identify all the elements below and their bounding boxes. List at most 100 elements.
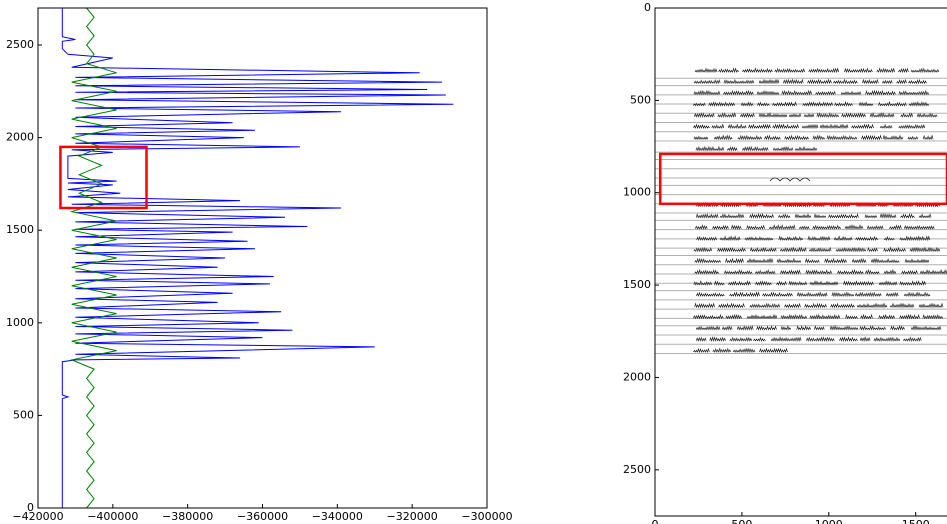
handwriting-word xyxy=(747,226,765,229)
handwriting-word xyxy=(805,259,819,262)
handwriting-word xyxy=(904,293,930,296)
handwriting-word xyxy=(900,237,930,240)
handwriting-word xyxy=(693,349,709,352)
highlight-box xyxy=(660,154,947,204)
handwriting-word xyxy=(695,259,721,262)
handwriting-word xyxy=(880,125,892,128)
handwriting-word xyxy=(724,80,754,83)
handwriting-word xyxy=(719,304,745,307)
handwriting-word xyxy=(827,136,857,139)
handwriting-word xyxy=(797,326,811,329)
handwriting-word xyxy=(785,136,809,139)
handwriting-word xyxy=(870,113,894,117)
handwriting-word xyxy=(726,315,742,318)
handwriting-word xyxy=(757,326,777,329)
y-tick-label: 2500 xyxy=(6,38,34,51)
handwriting-word xyxy=(724,270,752,273)
handwriting-word xyxy=(694,137,708,140)
handwriting-word xyxy=(759,80,779,83)
handwriting-word xyxy=(803,102,833,105)
handwriting-word xyxy=(730,293,760,297)
handwriting-word xyxy=(806,338,834,341)
handwriting-word xyxy=(884,270,896,274)
handwriting-word xyxy=(710,337,726,340)
handwriting-word xyxy=(737,326,753,329)
handwriting-word xyxy=(830,326,858,330)
handwriting-word xyxy=(842,114,866,117)
handwriting-word xyxy=(777,259,801,262)
profile-line xyxy=(62,8,453,508)
handwriting-word xyxy=(726,259,744,263)
handwriting-heading xyxy=(770,178,810,181)
handwriting-word xyxy=(783,80,803,84)
handwriting-word xyxy=(901,114,913,117)
handwriting-word xyxy=(738,136,762,139)
handwriting-word xyxy=(909,80,927,83)
handwriting-word xyxy=(694,281,712,285)
handwriting-word xyxy=(740,114,754,117)
handwriting-word xyxy=(857,304,887,308)
profile-line xyxy=(72,8,117,508)
handwriting-word xyxy=(852,125,874,128)
handwriting-word xyxy=(757,91,779,94)
handwriting-word xyxy=(696,338,706,341)
handwriting-word xyxy=(696,293,724,296)
handwriting-word xyxy=(742,69,772,73)
handwriting-word xyxy=(804,114,814,117)
handwriting-word xyxy=(920,270,947,274)
handwriting-word xyxy=(694,80,720,83)
handwriting-word xyxy=(789,282,807,285)
handwriting-word xyxy=(695,304,715,308)
handwriting-word xyxy=(727,147,737,150)
handwriting-word xyxy=(813,136,825,139)
handwriting-word xyxy=(771,338,801,341)
y-tick-label: 0 xyxy=(644,1,651,14)
x-tick-label: −400000 xyxy=(87,510,138,523)
y-tick-label: 2000 xyxy=(6,131,34,144)
y-tick-label: 2000 xyxy=(623,370,651,383)
handwriting-word xyxy=(714,136,732,140)
handwriting-word xyxy=(856,237,878,240)
handwriting-word xyxy=(696,326,720,329)
handwriting-word xyxy=(773,125,799,128)
handwriting-word xyxy=(825,259,847,262)
x-tick-label: −360000 xyxy=(237,510,288,523)
handwriting-word xyxy=(840,338,858,341)
handwriting-word xyxy=(813,226,841,229)
handwriting-word xyxy=(728,125,746,128)
handwriting-word xyxy=(694,125,710,128)
x-tick-label: 1500 xyxy=(902,518,930,524)
handwriting-word xyxy=(874,338,900,341)
handwriting-word xyxy=(795,214,811,217)
handwriting-word xyxy=(808,237,830,240)
x-tick-label: 0 xyxy=(652,518,659,524)
handwriting-word xyxy=(879,315,895,318)
x-tick-label: −320000 xyxy=(387,510,438,523)
handwriting-word xyxy=(855,293,881,296)
handwriting-word xyxy=(861,315,873,318)
handwriting-word xyxy=(843,281,873,284)
handwriting-word xyxy=(713,226,729,229)
x-tick-label: −340000 xyxy=(312,510,363,523)
handwriting-word xyxy=(720,214,744,218)
handwriting-word xyxy=(897,80,907,83)
handwriting-word xyxy=(846,315,858,318)
handwriting-word xyxy=(923,136,933,140)
handwriting-word xyxy=(899,125,925,128)
handwriting-word xyxy=(694,91,720,94)
handwriting-word xyxy=(862,136,882,140)
y-tick-label: 1500 xyxy=(623,278,651,291)
y-tick-label: 1000 xyxy=(6,316,34,329)
handwriting-word xyxy=(911,326,941,329)
handwriting-word xyxy=(831,304,855,307)
handwriting-word xyxy=(779,237,803,241)
handwriting-word xyxy=(759,113,787,117)
handwriting-word xyxy=(833,80,857,83)
x-tick-label: 1000 xyxy=(815,518,843,524)
handwriting-word xyxy=(730,338,752,341)
handwriting-word xyxy=(808,80,832,84)
handwriting-word xyxy=(832,293,854,297)
handwriting-word xyxy=(841,92,861,95)
handwriting-word xyxy=(899,91,929,94)
handwriting-word xyxy=(720,237,740,241)
